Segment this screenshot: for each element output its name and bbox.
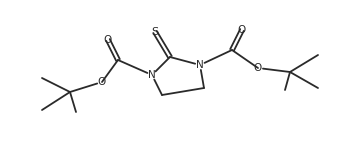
Text: O: O [98, 77, 106, 87]
Text: O: O [254, 63, 262, 73]
Text: N: N [196, 60, 204, 70]
Text: O: O [238, 25, 246, 35]
Text: O: O [104, 35, 112, 45]
Text: N: N [148, 70, 156, 80]
Text: S: S [151, 27, 158, 37]
